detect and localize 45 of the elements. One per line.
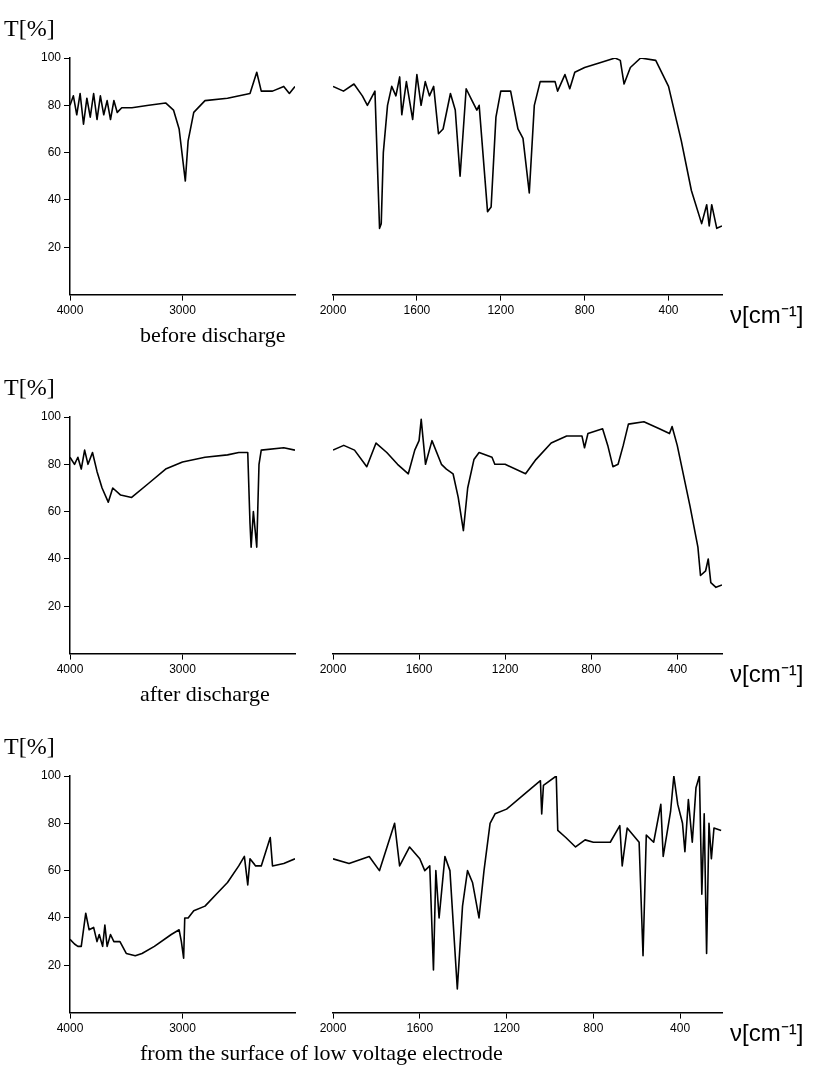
- x-tick-label: 1200: [487, 303, 515, 318]
- x-tick-label: 800: [583, 1021, 604, 1036]
- y-tick-label: 60: [47, 503, 62, 518]
- x-tick-label: 400: [667, 662, 688, 677]
- text: from the surface of low voltage electrode: [140, 1040, 503, 1066]
- y-axis-title: T[%]: [4, 15, 55, 41]
- x-tick-label: 4000: [56, 303, 84, 318]
- y-axis-title: T[%]: [4, 733, 55, 759]
- x-tick-label: 1200: [491, 662, 519, 677]
- x-tick-label: 800: [581, 662, 602, 677]
- y-tick-label: 80: [47, 97, 62, 112]
- y-tick-label: 60: [47, 862, 62, 877]
- x-tick-label: 4000: [56, 662, 84, 677]
- x-tick-label: 400: [658, 303, 679, 318]
- x-tick-label: 400: [670, 1021, 691, 1036]
- x-tick-label: 800: [574, 303, 595, 318]
- y-tick-label: 20: [47, 239, 62, 254]
- y-tick-label: 20: [47, 598, 62, 613]
- x-tick-label: 2000: [319, 303, 347, 318]
- x-tick-label: 4000: [56, 1021, 84, 1036]
- y-tick-label: 40: [47, 910, 62, 925]
- y-axis-title: T[%]: [4, 374, 55, 400]
- y-tick-label: 80: [47, 815, 62, 830]
- x-tick-label: 3000: [169, 662, 197, 677]
- y-tick-label: 80: [47, 456, 62, 471]
- x-tick-label: 2000: [319, 662, 347, 677]
- y-tick-label: 40: [47, 551, 62, 566]
- y-tick-label: 40: [47, 192, 62, 207]
- y-tick-label: 20: [47, 957, 62, 972]
- y-tick-label: 100: [40, 50, 62, 65]
- x-tick-label: 1600: [406, 1021, 434, 1036]
- x-tick-label: 3000: [169, 1021, 197, 1036]
- x-axis-title: ν[cm⁻¹]: [730, 659, 804, 687]
- x-tick-label: 1600: [403, 303, 431, 318]
- x-tick-label: 2000: [319, 1021, 347, 1036]
- text: before discharge: [140, 322, 286, 348]
- x-tick-label: 3000: [169, 303, 197, 318]
- x-axis-title: ν[cm⁻¹]: [730, 300, 804, 328]
- y-tick-label: 100: [40, 409, 62, 424]
- x-axis-title: ν[cm⁻¹]: [730, 1018, 804, 1046]
- x-tick-label: 1600: [405, 662, 433, 677]
- y-tick-label: 100: [40, 768, 62, 783]
- x-tick-label: 1200: [493, 1021, 521, 1036]
- text: after discharge: [140, 681, 270, 707]
- y-tick-label: 60: [47, 144, 62, 159]
